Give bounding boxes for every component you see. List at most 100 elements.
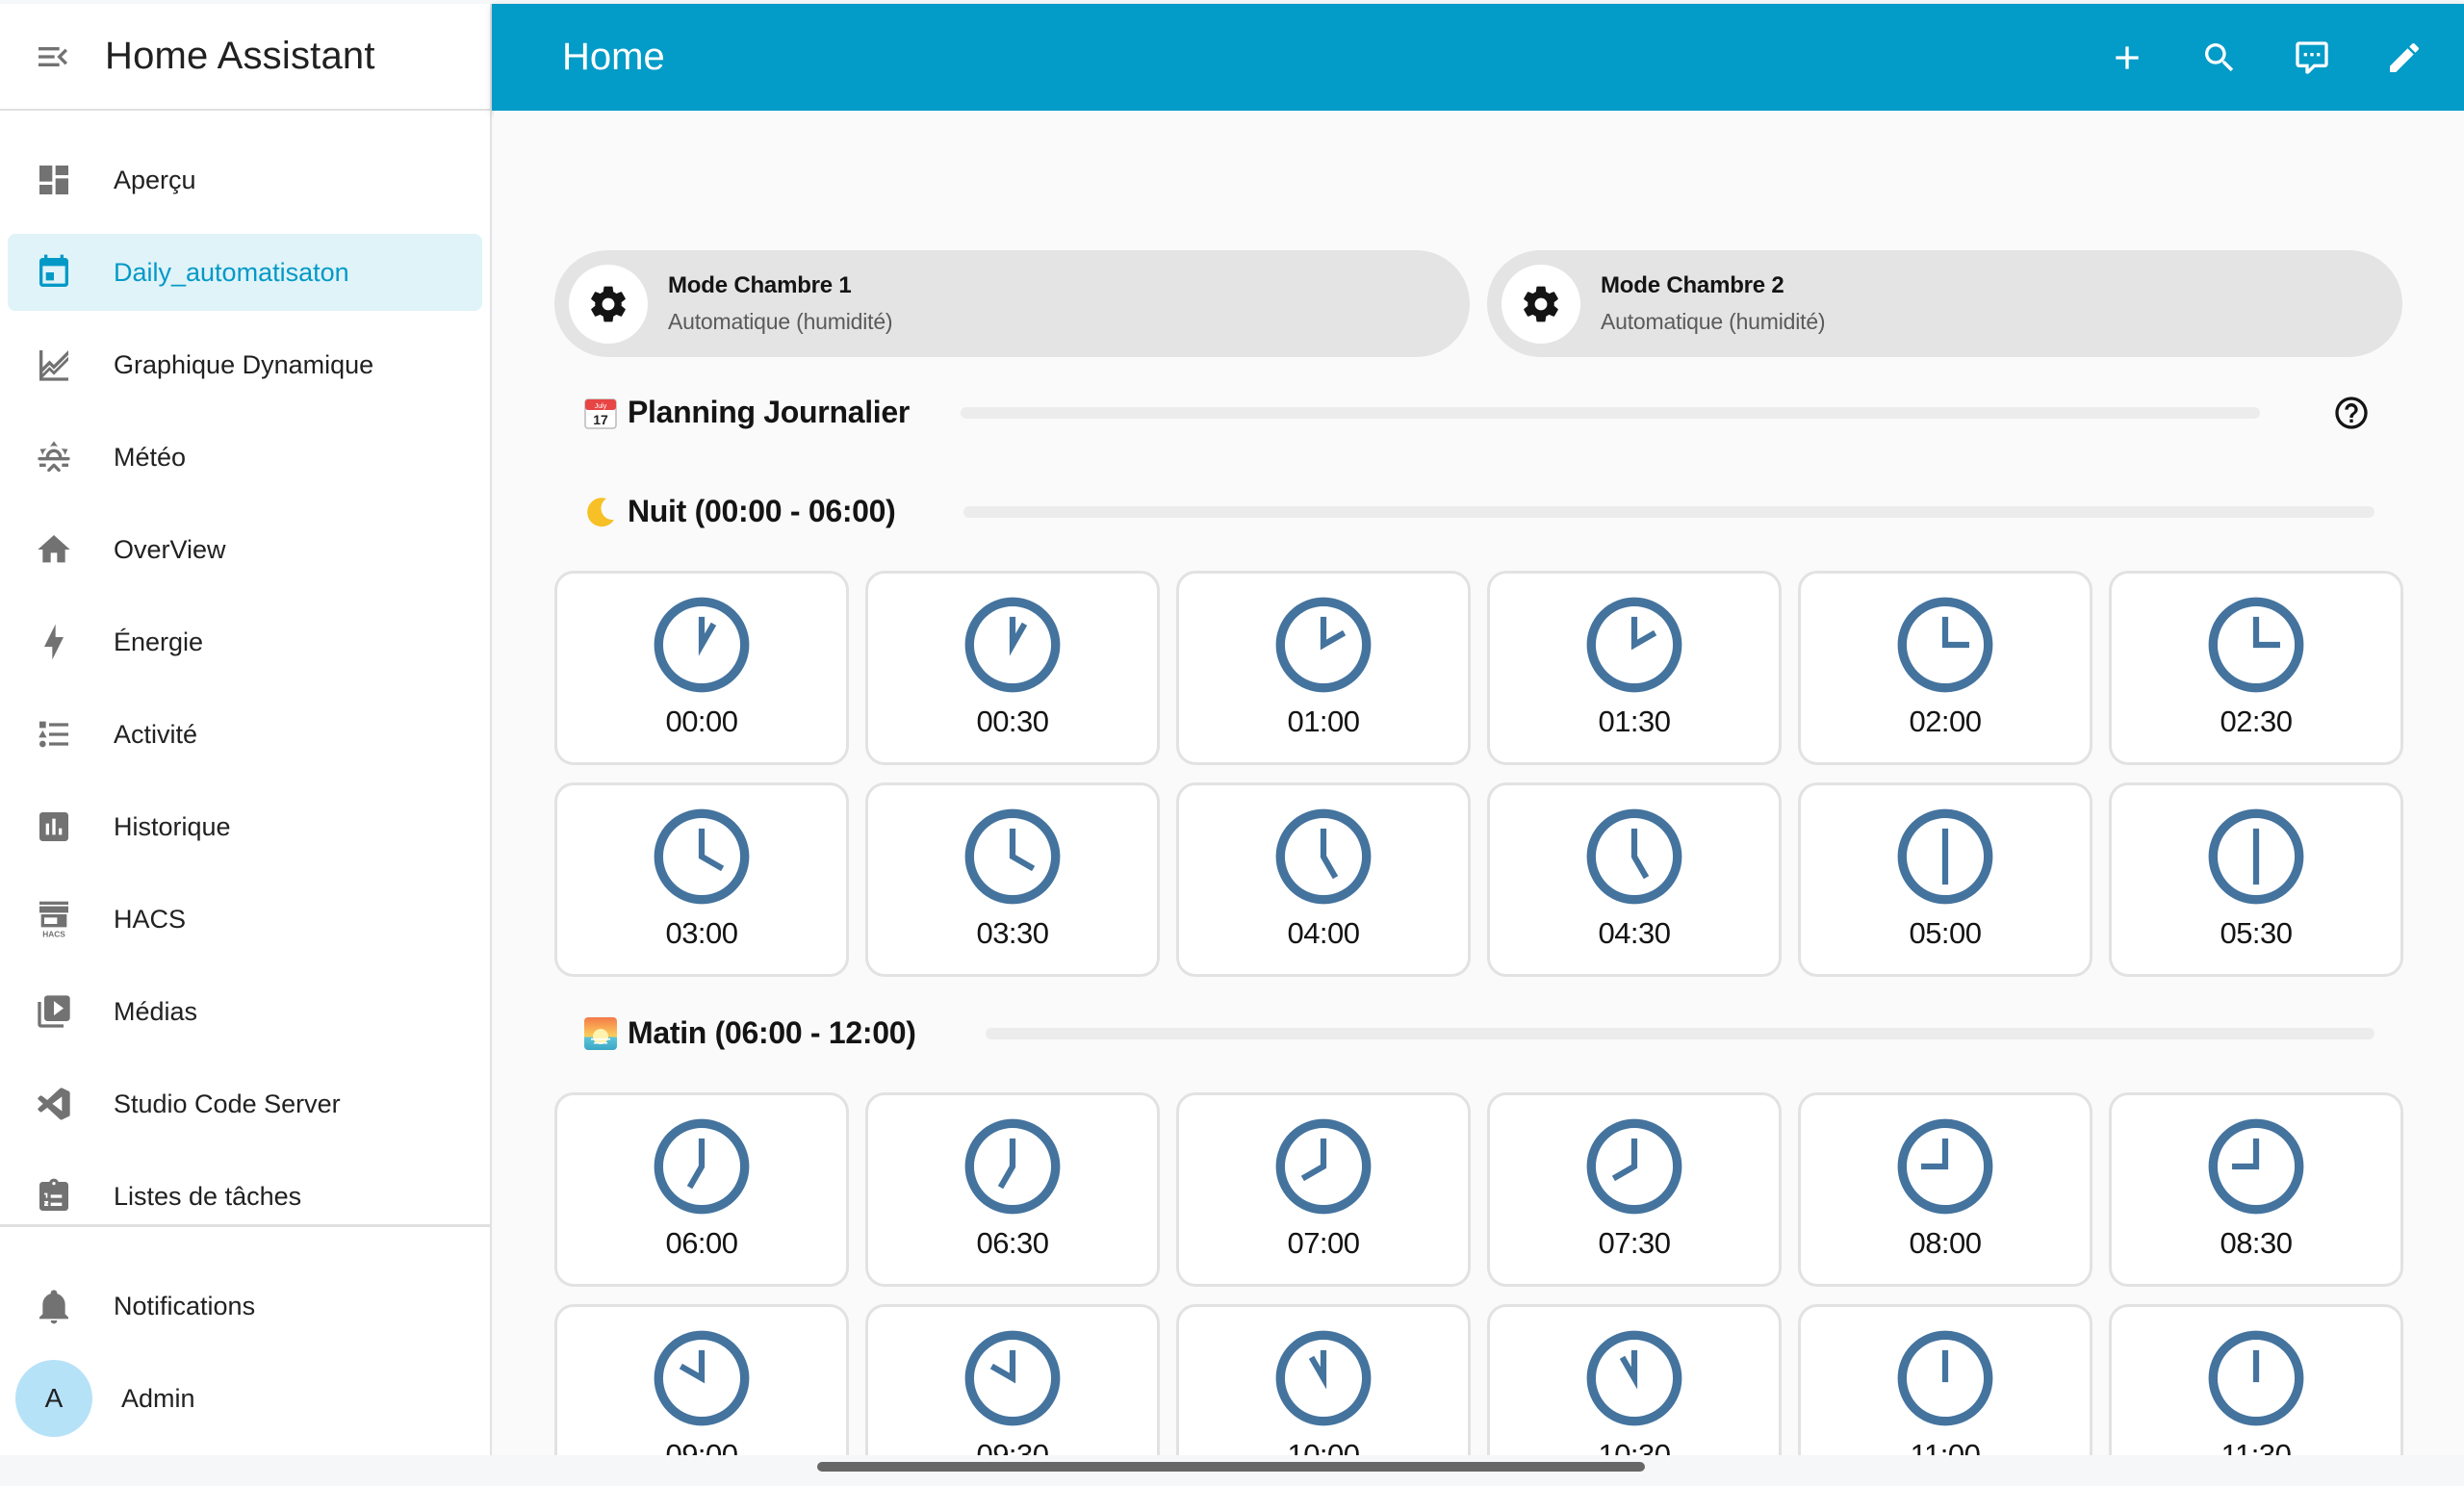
time-slot-card[interactable]: 02:30 [2109, 571, 2403, 765]
time-slot-card[interactable]: 10:30 [1487, 1304, 1782, 1455]
sidebar-item-studio-code-server[interactable]: Studio Code Server [8, 1065, 482, 1142]
sidebar-item-historique[interactable]: Historique [8, 788, 482, 865]
sidebar: Home Assistant Aperçu Daily_automatisato… [0, 4, 492, 1455]
nuit-progress-bar [963, 506, 2374, 518]
time-slot-label: 02:30 [2220, 705, 2293, 738]
time-slot-card[interactable]: 08:30 [2109, 1092, 2403, 1287]
sidebar-item-label: Activité [114, 719, 198, 749]
view-dashboard-icon [35, 161, 73, 199]
sunrise-emoji [583, 1016, 618, 1051]
home-icon [35, 530, 73, 569]
sidebar-item-notifications[interactable]: Notifications [8, 1268, 482, 1345]
sidebar-item-listes-de-taches[interactable]: Listes de tâches [8, 1158, 482, 1235]
time-slot-card[interactable]: 05:30 [2109, 782, 2403, 977]
chip-state: Automatique (humidité) [668, 309, 893, 334]
bell-icon [35, 1287, 73, 1325]
time-slot-card[interactable]: 00:30 [865, 571, 1160, 765]
mode-chambre-2-chip[interactable]: Mode Chambre 2 Automatique (humidité) [1487, 250, 2402, 357]
clock-time-10-outline-icon [654, 1330, 750, 1426]
time-slot-card[interactable]: 05:00 [1798, 782, 2092, 977]
clock-time-2-outline-icon [1275, 597, 1372, 693]
clock-time-6-outline-icon [2208, 808, 2304, 905]
clock-time-8-outline-icon [1586, 1118, 1682, 1215]
time-slot-label: 03:00 [665, 916, 738, 950]
section-title-matin: Matin (06:00 - 12:00) [583, 1015, 916, 1051]
help-button[interactable] [2332, 394, 2371, 432]
assist-chat-icon [2296, 40, 2328, 74]
edit-dashboard-button[interactable] [2358, 12, 2451, 104]
time-slot-card[interactable]: 09:30 [865, 1304, 1160, 1455]
time-slot-card[interactable]: 01:00 [1176, 571, 1471, 765]
sidebar-item-user[interactable]: A Admin [8, 1360, 482, 1437]
sidebar-item-overview[interactable]: OverView [8, 511, 482, 588]
sidebar-item-daily-automatisaton[interactable]: Daily_automatisaton [8, 234, 482, 311]
search-button[interactable] [2173, 12, 2266, 104]
sidebar-item-meteo[interactable]: Météo [8, 419, 482, 496]
clock-time-6-outline-icon [1897, 808, 1993, 905]
planning-progress-bar [961, 407, 2260, 419]
sidebar-item-hacs[interactable]: HACS HACS [8, 881, 482, 958]
clock-time-3-outline-icon [2208, 597, 2304, 693]
chip-name: Mode Chambre 1 [668, 272, 852, 298]
app-title: Home Assistant [105, 35, 375, 77]
sidebar-item-graphique-dynamique[interactable]: Graphique Dynamique [8, 326, 482, 403]
time-slot-label: 09:30 [976, 1438, 1049, 1455]
format-list-bulleted-type-icon [35, 715, 73, 754]
time-slot-label: 08:00 [1909, 1226, 1982, 1260]
avatar: A [15, 1360, 92, 1437]
horizontal-scrollbar[interactable] [817, 1462, 1645, 1472]
time-slot-card[interactable]: 10:00 [1176, 1304, 1471, 1455]
time-slot-card[interactable]: 04:00 [1176, 782, 1471, 977]
mode-chips: Mode Chambre 1 Automatique (humidité) Mo… [554, 250, 2402, 357]
add-button[interactable] [2081, 12, 2173, 104]
top-strip [0, 0, 2464, 4]
time-slot-card[interactable]: 07:00 [1176, 1092, 1471, 1287]
chip-name: Mode Chambre 2 [1601, 272, 1784, 298]
clock-time-5-outline-icon [1275, 808, 1372, 905]
time-slot-label: 01:00 [1287, 705, 1360, 738]
time-slot-label: 01:30 [1598, 705, 1671, 738]
time-slot-card[interactable]: 01:30 [1487, 571, 1782, 765]
sidebar-item-label: Météo [114, 442, 187, 472]
assist-button[interactable] [2266, 12, 2358, 104]
sidebar-item-apercu[interactable]: Aperçu [8, 141, 482, 218]
time-slot-card[interactable]: 03:30 [865, 782, 1160, 977]
time-slot-label: 08:30 [2220, 1226, 2293, 1260]
planning-title: July 17 Planning Journalier [583, 395, 910, 430]
time-slot-card[interactable]: 08:00 [1798, 1092, 2092, 1287]
sidebar-item-label: Listes de tâches [114, 1181, 302, 1211]
time-slot-card[interactable]: 11:00 [1798, 1304, 2092, 1455]
menu-collapse-button[interactable] [26, 30, 80, 84]
time-slot-label: 10:30 [1598, 1438, 1671, 1455]
time-slot-label: 07:30 [1598, 1226, 1671, 1260]
time-slot-card[interactable]: 07:30 [1487, 1092, 1782, 1287]
section-title-text: Nuit (00:00 - 06:00) [628, 494, 896, 528]
svg-text:17: 17 [593, 412, 608, 427]
clock-time-11-outline-icon [1275, 1330, 1372, 1426]
sidebar-item-label: Médias [114, 996, 198, 1026]
sidebar-item-medias[interactable]: Médias [8, 973, 482, 1050]
sidebar-item-label: HACS [114, 904, 187, 934]
time-slot-card[interactable]: 03:00 [554, 782, 849, 977]
lightning-bolt-icon [35, 623, 73, 661]
time-slot-card[interactable]: 06:30 [865, 1092, 1160, 1287]
time-slot-label: 10:00 [1287, 1438, 1360, 1455]
time-slot-card[interactable]: 02:00 [1798, 571, 2092, 765]
mode-chambre-1-chip[interactable]: Mode Chambre 1 Automatique (humidité) [554, 250, 1470, 357]
sidebar-item-activite[interactable]: Activité [8, 696, 482, 773]
time-slot-card[interactable]: 11:30 [2109, 1304, 2403, 1455]
header-actions [2081, 12, 2451, 104]
user-name: Admin [121, 1383, 195, 1413]
time-slot-label: 04:00 [1287, 916, 1360, 950]
time-slot-card[interactable]: 09:00 [554, 1304, 849, 1455]
svg-text:HACS: HACS [42, 929, 65, 938]
sidebar-item-energie[interactable]: Énergie [8, 603, 482, 680]
clock-time-12-outline-icon [2208, 1330, 2304, 1426]
time-slot-card[interactable]: 06:00 [554, 1092, 849, 1287]
time-slot-label: 06:00 [665, 1226, 738, 1260]
time-slot-card[interactable]: 04:30 [1487, 782, 1782, 977]
clock-time-12-outline-icon [1897, 1330, 1993, 1426]
time-slot-card[interactable]: 00:00 [554, 571, 849, 765]
planning-title-text: Planning Journalier [628, 395, 911, 429]
calendar-icon [35, 253, 73, 292]
